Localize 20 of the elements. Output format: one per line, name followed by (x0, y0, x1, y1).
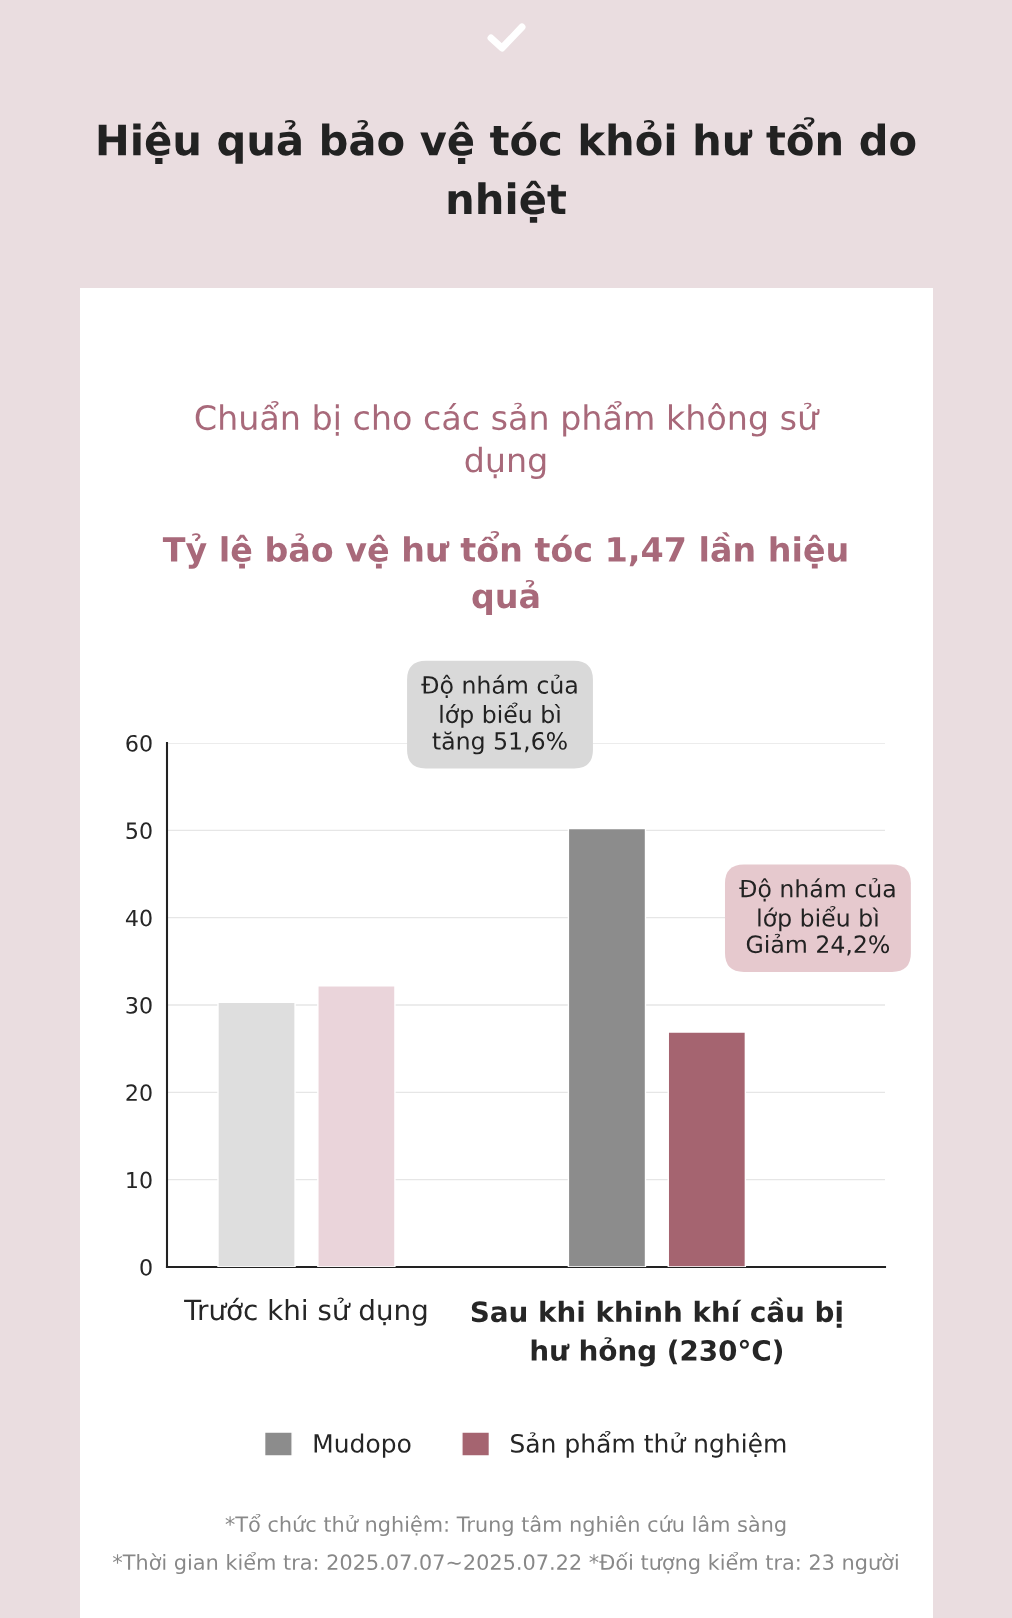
y-tick-label: 10 (127, 1171, 152, 1189)
bar (667, 1031, 747, 1267)
annotation: Độ nhám của lớp biểu bì Giảm 24,2% (739, 878, 895, 956)
y-tick-label: 40 (125, 909, 152, 927)
x-tick-label: Trước khi sử dụng (184, 1297, 427, 1326)
legend-label: Mudopo (314, 1433, 411, 1458)
y-tick-label: 20 (126, 1084, 152, 1102)
text: Chuẩn bị cho các sản phẩm không sử dụng Tỷ lệ bảo vệ hư tổn tóc 1,47 lần hiệu quả (162, 401, 847, 615)
text: *Tổ chức thử nghiệm: Trung tâm nghiên cứu lâm sàng (225, 1513, 786, 1537)
bar (567, 827, 647, 1267)
text: *Thời gian kiểm tra: 2025.07.07~2025.07.22 *Đối tượng kiểm tra: 23 người (112, 1551, 898, 1575)
chart-title: Hiệu quả bảo vệ tóc khỏi hư tổn do nhiệt (98, 117, 916, 223)
y-tick-label: 50 (126, 822, 152, 840)
y-tick-label: 0 (140, 1258, 152, 1276)
bar (317, 985, 396, 1267)
y-tick-label: 60 (126, 734, 152, 752)
annotation: Độ nhám của lớp biểu bì tăng 51,6% (421, 674, 577, 755)
y-tick-label: 30 (126, 996, 152, 1014)
legend-label: Sản phẩm thử nghiệm (511, 1430, 786, 1458)
x-tick-label: Sau khi khinh khí cầu bị hư hỏng (230°C) (471, 1297, 842, 1367)
